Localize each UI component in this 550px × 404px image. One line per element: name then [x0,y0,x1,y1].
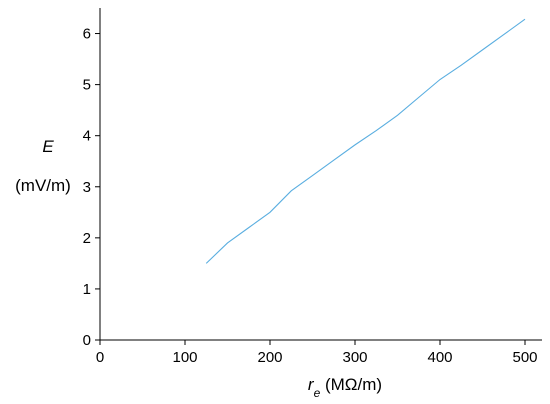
x-axis-title: re (MΩ/m) [308,375,382,400]
series-line [205,18,526,264]
y-tick-label: 2 [83,230,91,247]
x-axis-title-symbol: r [308,375,315,394]
x-tick-label: 200 [257,349,282,366]
y-tick-label: 3 [83,179,91,196]
axes [99,8,542,341]
x-axis-ticks: 0 100 200 300 400 500 [96,340,538,366]
y-axis-title-symbol: E [42,137,54,156]
y-tick-label: 5 [83,77,91,94]
y-axis-title-unit: (mV/m) [15,176,71,195]
x-tick-label: 500 [512,349,537,366]
series-layer [205,18,526,264]
x-tick-label: 0 [96,349,104,366]
y-tick-label: 4 [83,128,91,145]
y-tick-label: 6 [83,26,91,43]
y-axis-ticks: 0 1 2 3 4 5 6 [83,26,100,349]
y-tick-label: 1 [83,281,91,298]
x-axis-title-subscript: e [314,386,321,400]
y-tick-label: 0 [83,332,91,349]
x-tick-label: 300 [342,349,367,366]
x-tick-label: 400 [427,349,452,366]
x-tick-label: 100 [172,349,197,366]
x-axis-title-unit: (MΩ/m) [320,375,382,394]
